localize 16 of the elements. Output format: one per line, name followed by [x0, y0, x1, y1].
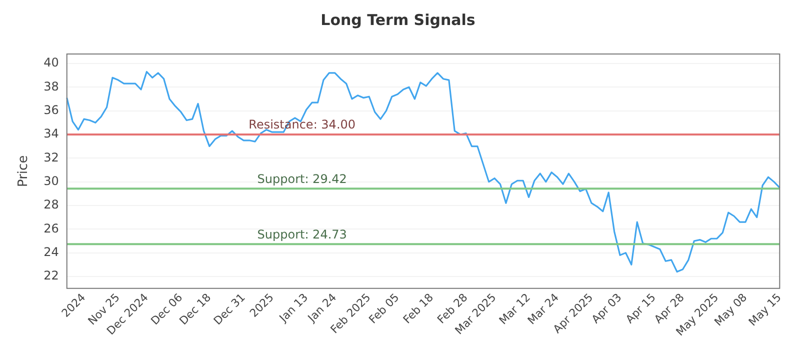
y-tick-label: 24	[44, 244, 59, 259]
y-tick-label: 36	[44, 102, 59, 117]
x-tick-label: Dec 31	[211, 290, 248, 328]
y-tick-label: 34	[44, 126, 59, 141]
ref-line-label: Support: 24.73	[257, 227, 347, 242]
y-tick-label: 40	[44, 56, 59, 70]
ref-line-label: Support: 29.42	[257, 172, 347, 186]
y-tick-label: 38	[44, 79, 59, 94]
chart-title: Long Term Signals	[320, 10, 476, 29]
y-tick-label: 32	[44, 150, 59, 164]
y-tick-label: 30	[44, 174, 59, 188]
y-tick-label: 26	[44, 221, 59, 236]
y-axis-title: Price	[16, 155, 32, 188]
x-tick-label: Feb 18	[400, 290, 436, 326]
y-tick-label: 22	[44, 268, 59, 283]
y-tick-label: 28	[44, 198, 59, 212]
